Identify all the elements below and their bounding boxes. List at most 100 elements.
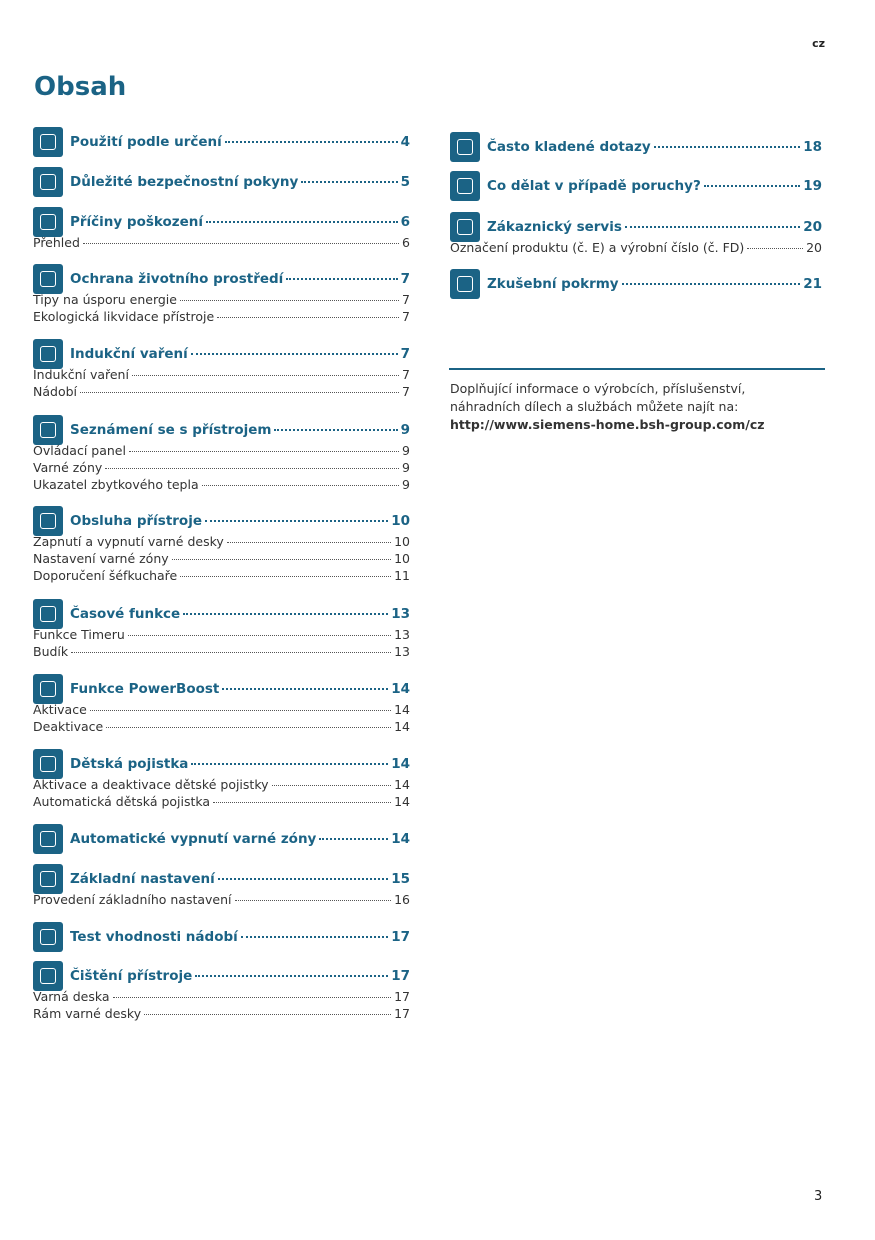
section-icon: [450, 212, 480, 242]
leader: [191, 763, 389, 765]
page-ref: 9: [402, 443, 410, 458]
section-item: Deaktivace 14: [33, 719, 410, 734]
section-heading-title: Zákaznický servis: [487, 219, 622, 235]
page-ref: 7: [400, 346, 410, 362]
section-item-title: Nastavení varné zóny: [33, 551, 169, 566]
page-ref: 14: [394, 777, 410, 792]
leader: [190, 353, 398, 355]
section-item-title: Budík: [33, 644, 69, 659]
page-ref: 7: [402, 292, 410, 307]
leader: [224, 141, 398, 143]
leader: [240, 936, 389, 938]
section-item: Automatická dětská pojistka 14: [33, 794, 410, 809]
section-heading: Seznámení se s přístrojem 9: [70, 422, 410, 438]
section-icon: [33, 749, 63, 779]
section-icon: [33, 415, 63, 445]
leader: [206, 221, 398, 223]
section-heading: Funkce PowerBoost 14: [70, 681, 410, 697]
section-item: Ekologická likvidace přístroje 7: [33, 309, 410, 324]
section-heading: Ochrana životního prostředí 7: [70, 271, 410, 287]
section-item: Nádobí 7: [33, 384, 410, 399]
page-ref: 15: [391, 871, 410, 887]
section-icon: [450, 171, 480, 201]
section-item: Tipy na úsporu energie 7: [33, 292, 410, 307]
section-icon: [33, 127, 63, 157]
section-item: Aktivace 14: [33, 702, 410, 717]
section-heading: Automatické vypnutí varné zóny 14: [70, 831, 410, 847]
section-heading: Často kladené dotazy 18: [487, 139, 822, 155]
page-ref: 7: [402, 384, 410, 399]
leader: [286, 278, 398, 280]
section-icon: [33, 264, 63, 294]
section-heading: Dětská pojistka 14: [70, 756, 410, 772]
page-ref: 7: [402, 367, 410, 382]
section-item: Ovládací panel 9: [33, 443, 410, 458]
leader: [624, 226, 801, 228]
page-ref: 14: [394, 702, 410, 717]
leader: [301, 181, 398, 183]
leader: [217, 317, 400, 318]
leader: [234, 900, 392, 901]
section-heading-title: Funkce PowerBoost: [70, 681, 220, 697]
section-item-title: Rám varné desky: [33, 1006, 142, 1021]
section-icon: [33, 339, 63, 369]
section-item: Varná deska 17: [33, 989, 410, 1004]
leader: [131, 375, 400, 376]
section-item-title: Tipy na úsporu energie: [33, 292, 177, 307]
section-heading: Základní nastavení 15: [70, 871, 410, 887]
section-heading-title: Časové funkce: [70, 606, 181, 622]
section-icon: [33, 922, 63, 952]
section-icon: [33, 506, 63, 536]
section-heading-title: Ochrana životního prostředí: [70, 271, 284, 287]
section-item: Rám varné desky 17: [33, 1006, 410, 1021]
leader: [271, 785, 392, 786]
section-icon: [33, 824, 63, 854]
page-number: 3: [814, 1189, 823, 1204]
section-icon: [33, 599, 63, 629]
section-item: Varné zóny 9: [33, 460, 410, 475]
page-ref: 20: [803, 219, 822, 235]
divider: [449, 368, 825, 370]
section-heading-title: Indukční vaření: [70, 346, 188, 362]
section-heading-title: Příčiny poškození: [70, 214, 204, 230]
page-ref: 7: [400, 271, 410, 287]
leader: [217, 878, 389, 880]
page-ref: 17: [394, 1006, 410, 1021]
page-ref: 9: [402, 460, 410, 475]
section-item: Ukazatel zbytkového tepla 9: [33, 477, 410, 492]
section-heading-title: Zkušební pokrmy: [487, 276, 619, 292]
section-heading: Důležité bezpečnostní pokyny 5: [70, 174, 410, 190]
section-item-title: Označení produktu (č. E) a výrobní číslo…: [450, 240, 745, 255]
page-ref: 10: [394, 534, 410, 549]
section-icon: [33, 207, 63, 237]
leader: [183, 613, 389, 615]
section-item: Označení produktu (č. E) a výrobní číslo…: [450, 240, 822, 255]
info-url: http://www.siemens-home.bsh-group.com/cz: [450, 417, 765, 432]
leader: [171, 559, 392, 560]
section-heading-title: Základní nastavení: [70, 871, 215, 887]
section-heading-title: Obsluha přístroje: [70, 513, 202, 529]
page-ref: 7: [402, 309, 410, 324]
page-title: Obsah: [34, 72, 127, 102]
page-ref: 17: [394, 989, 410, 1004]
section-item-title: Doporučení šéfkuchaře: [33, 568, 178, 583]
page-ref: 4: [400, 134, 410, 150]
leader: [205, 520, 389, 522]
page-ref: 14: [391, 831, 410, 847]
section-item: Indukční vaření 7: [33, 367, 410, 382]
page-ref: 18: [803, 139, 822, 155]
section-item-title: Ekologická likvidace přístroje: [33, 309, 215, 324]
section-heading-title: Test vhodnosti nádobí: [70, 929, 238, 945]
section-item-title: Deaktivace: [33, 719, 104, 734]
leader: [195, 975, 389, 977]
section-item: Aktivace a deaktivace dětské pojistky 14: [33, 777, 410, 792]
section-heading: Obsluha přístroje 10: [70, 513, 410, 529]
section-icon: [33, 961, 63, 991]
page-ref: 13: [394, 627, 410, 642]
section-heading: Časové funkce 13: [70, 606, 410, 622]
section-heading-title: Co dělat v případě poruchy?: [487, 178, 701, 194]
section-item-title: Aktivace: [33, 702, 87, 717]
page-ref: 19: [803, 178, 822, 194]
section-item-title: Provedení základního nastavení: [33, 892, 232, 907]
section-heading: Co dělat v případě poruchy? 19: [487, 178, 822, 194]
